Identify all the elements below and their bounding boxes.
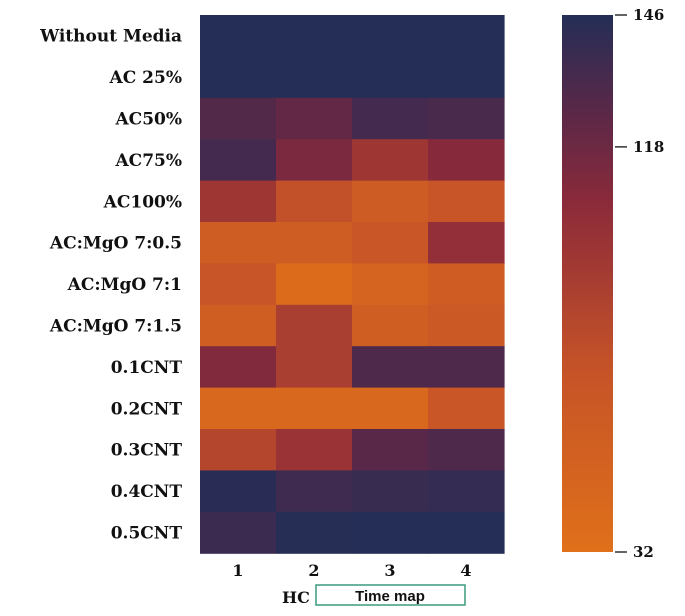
time-map-label: Time map	[355, 588, 425, 605]
heatmap-cell	[352, 56, 429, 99]
colorbar-tick-label: 146	[633, 6, 664, 24]
colorbar-tick-label: 118	[633, 138, 664, 156]
row-label: 0.4CNT	[111, 482, 183, 502]
time-map-box	[315, 584, 466, 606]
heatmap-cell	[276, 470, 353, 513]
heatmap-cell	[352, 222, 429, 264]
heatmap-cell	[200, 263, 277, 306]
row-label: AC100%	[103, 192, 182, 212]
heatmap-cell	[276, 387, 353, 430]
heatmap-cell	[428, 470, 505, 513]
heatmap-cell	[276, 56, 353, 99]
heatmap-cell	[428, 511, 505, 554]
heatmap-cell	[276, 429, 353, 471]
colorbar-tick-label: 32	[633, 543, 654, 561]
heatmap-cell	[200, 470, 277, 513]
heatmap-cell	[428, 304, 505, 347]
heatmap-cell	[276, 97, 353, 140]
heatmap-cell	[352, 97, 429, 140]
x-axis-label: HC	[282, 588, 310, 607]
row-label: AC:MgO 7:1	[67, 275, 182, 295]
heatmap-cell	[276, 139, 353, 182]
heatmap-cell	[352, 470, 429, 513]
column-label: 3	[384, 561, 395, 580]
column-label: 1	[232, 561, 243, 580]
row-label: AC75%	[114, 151, 182, 171]
heatmap-cell	[276, 15, 353, 57]
heatmap-cell	[200, 304, 277, 347]
heatmap-cell	[200, 346, 277, 389]
heatmap-cell	[276, 304, 353, 347]
heatmap-cells	[200, 15, 505, 554]
heatmap-cell	[352, 15, 429, 57]
colorbar-ticks: 146 118 32	[615, 6, 664, 561]
row-label: AC:MgO 7:0.5	[49, 234, 182, 254]
heatmap-cell	[200, 387, 277, 430]
heatmap-cell	[428, 263, 505, 306]
heatmap-cell	[276, 222, 353, 264]
heatmap-cell	[428, 346, 505, 389]
heatmap-cell	[352, 429, 429, 471]
row-label: Without Media	[39, 27, 182, 47]
row-label: 0.3CNT	[111, 441, 183, 461]
heatmap-cell	[276, 511, 353, 554]
row-label: AC50%	[114, 110, 182, 130]
column-label: 4	[460, 561, 471, 580]
heatmap-cell	[428, 15, 505, 57]
row-label: AC:MgO 7:1.5	[49, 317, 182, 337]
heatmap-cell	[428, 56, 505, 99]
heatmap-cell	[428, 97, 505, 140]
heatmap-cell	[352, 304, 429, 347]
heatmap-cell	[352, 139, 429, 182]
colorbar	[562, 15, 613, 552]
row-label: 0.1CNT	[111, 358, 183, 378]
heatmap-cell	[352, 180, 429, 223]
heatmap-cell	[200, 97, 277, 140]
row-label: 0.2CNT	[111, 399, 183, 419]
heatmap-cell	[428, 387, 505, 430]
heatmap-cell	[200, 429, 277, 471]
heatmap-cell	[200, 180, 277, 223]
heatmap-cell	[352, 511, 429, 554]
heatmap-cell	[352, 387, 429, 430]
heatmap-cell	[352, 263, 429, 306]
heatmap-cell	[276, 180, 353, 223]
heatmap-cell	[428, 222, 505, 264]
heatmap-cell	[200, 511, 277, 554]
row-label: AC 25%	[109, 68, 182, 88]
heatmap-cell	[352, 346, 429, 389]
column-labels: 1 2 3 4	[232, 561, 471, 580]
heatmap-cell	[200, 56, 277, 99]
heatmap-cell	[276, 346, 353, 389]
heatmap-cell	[200, 139, 277, 182]
row-labels: Without Media AC 25% AC50% AC75% AC100% AC:Mg…	[39, 27, 182, 544]
heatmap-cell	[200, 222, 277, 264]
heatmap-cell	[428, 429, 505, 471]
heatmap-cell	[276, 263, 353, 306]
heatmap-cell	[428, 139, 505, 182]
row-label: 0.5CNT	[111, 524, 183, 544]
column-label: 2	[308, 561, 319, 580]
heatmap-cell	[428, 180, 505, 223]
heatmap-cell	[200, 15, 277, 57]
